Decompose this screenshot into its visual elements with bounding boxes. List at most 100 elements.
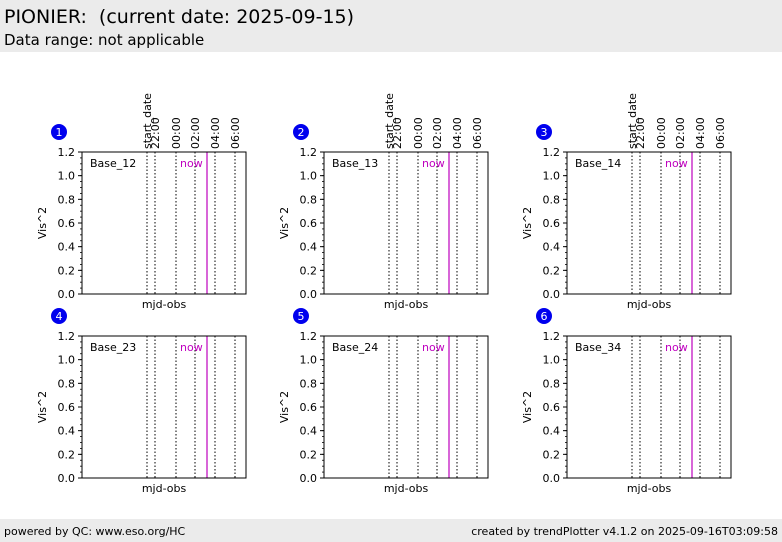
x-axis-label: mjd-obs xyxy=(384,482,429,495)
chart-panel: 2 now Base_13 0.0 0.2 0.4 0.6 0.8 1.0 1.2 Vis^2 mjd… xyxy=(278,93,489,311)
time-tick-label: 04:00 xyxy=(451,117,464,149)
time-tick-label: 06:00 xyxy=(471,117,484,149)
y-tick-label: 0.8 xyxy=(58,377,76,390)
panel-number: 2 xyxy=(298,126,305,139)
y-tick-label: 0.4 xyxy=(58,425,76,438)
y-tick-label: 0.4 xyxy=(58,241,76,254)
y-tick-label: 1.0 xyxy=(58,170,76,183)
axes-frame xyxy=(81,151,247,295)
panel-number-badge xyxy=(536,308,552,324)
y-tick-label: 0.4 xyxy=(543,425,561,438)
y-tick-label: 0.6 xyxy=(300,401,318,414)
x-axis-label: mjd-obs xyxy=(627,482,672,495)
y-axis-label: Vis^2 xyxy=(278,207,291,239)
baseline-label: Base_14 xyxy=(575,157,621,170)
page-subtitle: Data range: not applicable xyxy=(4,31,205,49)
footer-generator: created by trendPlotter v4.1.2 on 2025-0… xyxy=(471,525,778,538)
time-tick-label: 22:00 xyxy=(634,117,647,149)
y-tick-label: 0.2 xyxy=(543,448,561,461)
y-tick-label: 0.2 xyxy=(543,264,561,277)
time-tick-label: 06:00 xyxy=(229,117,242,149)
chart-panel: 1 now Base_12 0.0 0.2 0.4 0.6 0.8 1.0 1.2 Vis^2 mjd… xyxy=(36,93,247,311)
y-tick-label: 0.0 xyxy=(58,288,76,301)
y-axis-label: Vis^2 xyxy=(521,207,534,239)
time-tick-label: start_date xyxy=(141,93,154,149)
panel-number: 1 xyxy=(56,126,63,139)
footer-credit: powered by QC: www.eso.org/HC xyxy=(4,525,186,538)
time-tick-label: 00:00 xyxy=(170,117,183,149)
y-tick-label: 0.0 xyxy=(58,472,76,485)
y-tick-label: 0.8 xyxy=(58,193,76,206)
chart-panel: 6 now Base_34 0.0 0.2 0.4 0.6 0.8 1.0 1.2 Vis^2 mjd… xyxy=(521,308,732,495)
y-tick-label: 0.2 xyxy=(58,264,76,277)
axes-frame xyxy=(323,335,489,479)
baseline-label: Base_24 xyxy=(332,341,378,354)
y-tick-label: 1.2 xyxy=(543,330,561,343)
now-label: now xyxy=(665,157,688,170)
panel-number: 6 xyxy=(541,310,548,323)
time-tick-label: 02:00 xyxy=(674,117,687,149)
y-tick-label: 1.0 xyxy=(543,170,561,183)
chart-panel: 4 now Base_23 0.0 0.2 0.4 0.6 0.8 1.0 1.2 Vis^2 mjd… xyxy=(36,308,247,495)
y-tick-label: 1.2 xyxy=(300,146,318,159)
y-tick-label: 0.0 xyxy=(300,288,318,301)
y-tick-label: 0.6 xyxy=(58,401,76,414)
y-tick-label: 1.0 xyxy=(543,354,561,367)
time-tick-label: 02:00 xyxy=(189,117,202,149)
y-tick-label: 1.0 xyxy=(58,354,76,367)
panel-number-badge xyxy=(293,124,309,140)
y-tick-label: 0.0 xyxy=(543,472,561,485)
x-axis-label: mjd-obs xyxy=(142,298,187,311)
time-tick-label: 00:00 xyxy=(655,117,668,149)
panel-number: 3 xyxy=(541,126,548,139)
y-tick-label: 0.8 xyxy=(543,377,561,390)
y-tick-label: 0.4 xyxy=(543,241,561,254)
axes-frame xyxy=(81,335,247,479)
time-tick-label: 04:00 xyxy=(694,117,707,149)
y-tick-label: 1.2 xyxy=(58,146,76,159)
y-tick-label: 0.6 xyxy=(300,217,318,230)
baseline-label: Base_13 xyxy=(332,157,378,170)
y-tick-label: 0.6 xyxy=(543,401,561,414)
time-tick-label: start_date xyxy=(383,93,396,149)
time-tick-label: start_date xyxy=(626,93,639,149)
y-axis-label: Vis^2 xyxy=(521,391,534,423)
y-tick-label: 1.2 xyxy=(300,330,318,343)
now-label: now xyxy=(180,341,203,354)
panel-number: 5 xyxy=(298,310,305,323)
y-tick-label: 0.6 xyxy=(58,217,76,230)
panel-number: 4 xyxy=(56,310,63,323)
y-axis-label: Vis^2 xyxy=(278,391,291,423)
time-tick-label: 22:00 xyxy=(391,117,404,149)
chart-panel: 5 now Base_24 0.0 0.2 0.4 0.6 0.8 1.0 1.2 Vis^2 mjd… xyxy=(278,308,489,495)
time-tick-label: 02:00 xyxy=(431,117,444,149)
panel-number-badge xyxy=(51,308,67,324)
footer-bar: powered by QC: www.eso.org/HC created by… xyxy=(0,519,782,542)
time-tick-label: 00:00 xyxy=(412,117,425,149)
y-tick-label: 1.2 xyxy=(543,146,561,159)
axes-frame xyxy=(566,335,732,479)
x-axis-label: mjd-obs xyxy=(384,298,429,311)
y-tick-label: 1.0 xyxy=(300,354,318,367)
time-tick-label: 06:00 xyxy=(714,117,727,149)
panel-number-badge xyxy=(51,124,67,140)
axes-frame xyxy=(323,151,489,295)
baseline-label: Base_34 xyxy=(575,341,621,354)
y-tick-label: 1.2 xyxy=(58,330,76,343)
time-tick-label: 22:00 xyxy=(149,117,162,149)
y-tick-label: 0.8 xyxy=(543,193,561,206)
y-tick-label: 0.0 xyxy=(543,288,561,301)
y-axis-label: Vis^2 xyxy=(36,391,49,423)
y-tick-label: 1.0 xyxy=(300,170,318,183)
y-tick-label: 0.8 xyxy=(300,377,318,390)
y-tick-label: 0.4 xyxy=(300,241,318,254)
panel-number-badge xyxy=(293,308,309,324)
y-tick-label: 0.0 xyxy=(300,472,318,485)
chart-panel: 3 now Base_14 0.0 0.2 0.4 0.6 0.8 1.0 1.2 Vis^2 mjd… xyxy=(521,93,732,311)
axes-frame xyxy=(566,151,732,295)
y-tick-label: 0.8 xyxy=(300,193,318,206)
now-label: now xyxy=(422,341,445,354)
baseline-label: Base_23 xyxy=(90,341,136,354)
now-label: now xyxy=(180,157,203,170)
